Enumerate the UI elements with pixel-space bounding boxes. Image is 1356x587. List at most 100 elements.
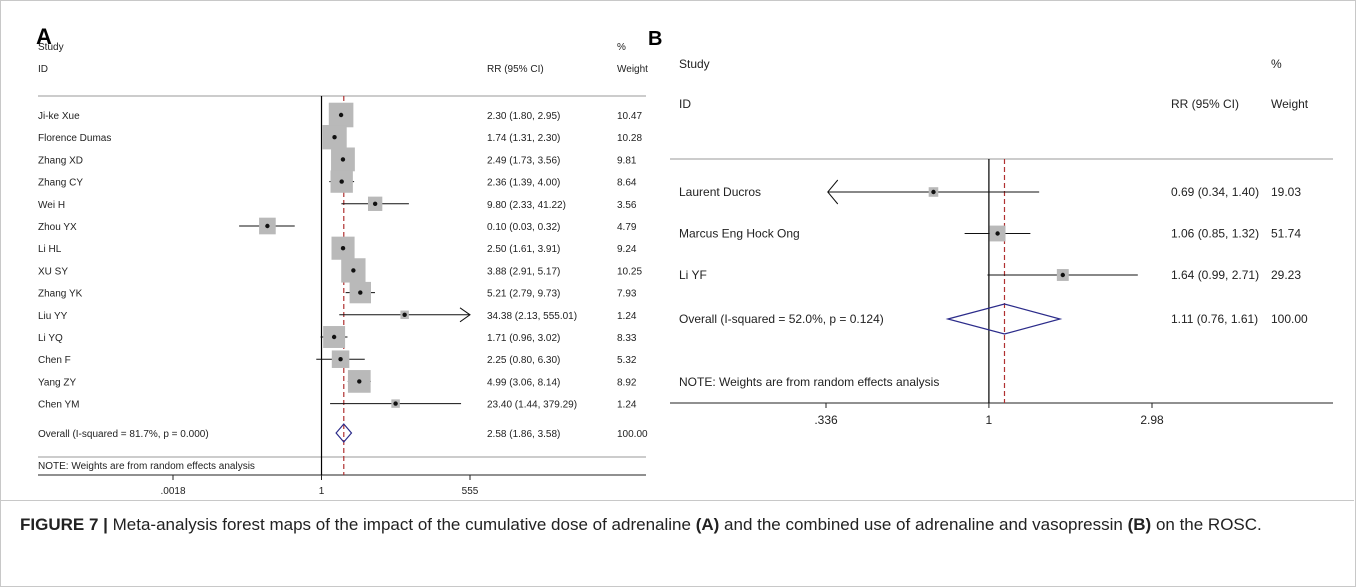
- header-percent: %: [617, 42, 626, 53]
- point-estimate: [931, 189, 936, 195]
- point-estimate: [351, 268, 356, 273]
- point-estimate: [358, 290, 363, 295]
- weights-note: NOTE: Weights are from random effects an…: [38, 461, 255, 472]
- study-name: Ji-ke Xue: [38, 111, 80, 122]
- caption-divider: [0, 500, 1354, 501]
- overall-label: Overall (I-squared = 52.0%, p = 0.124): [679, 312, 884, 326]
- study-ci: 0.10 (0.03, 0.32): [487, 222, 560, 233]
- study-name: Zhou YX: [38, 222, 77, 233]
- study-weight: 19.03: [1271, 185, 1301, 199]
- study-weight: 7.93: [617, 289, 637, 300]
- study-weight: 3.56: [617, 200, 637, 211]
- point-estimate: [338, 357, 343, 362]
- ci-arrow-right: [459, 307, 471, 323]
- point-estimate: [372, 201, 378, 206]
- header-study: Study: [679, 57, 710, 71]
- study-weight: 8.92: [617, 377, 637, 388]
- study-weight: 8.64: [617, 178, 637, 189]
- point-estimate: [340, 246, 346, 251]
- study-weight: 10.25: [617, 266, 642, 277]
- study-ci: 2.50 (1.61, 3.91): [487, 244, 560, 255]
- study-ci: 9.80 (2.33, 41.22): [487, 200, 566, 211]
- overall-weight: 100.00: [1271, 312, 1308, 326]
- study-weight: 9.81: [617, 155, 637, 166]
- caption-text-3: on the ROSC.: [1155, 515, 1262, 534]
- point-estimate: [393, 401, 398, 406]
- study-ci: 34.38 (2.13, 555.01): [487, 311, 577, 322]
- overall-label: Overall (I-squared = 81.7%, p = 0.000): [38, 429, 209, 440]
- study-name: XU SY: [38, 266, 68, 277]
- x-tick-label: 2.98: [1140, 413, 1164, 427]
- study-name: Liu YY: [38, 311, 68, 322]
- study-ci: 23.40 (1.44, 379.29): [487, 400, 577, 411]
- study-name: Zhang YK: [38, 289, 83, 300]
- point-estimate: [332, 135, 337, 140]
- point-estimate: [339, 179, 344, 184]
- panel-label: A: [36, 24, 52, 49]
- header-effect: RR (95% CI): [1171, 97, 1239, 111]
- study-weight: 8.33: [617, 333, 637, 344]
- study-ci: 5.21 (2.79, 9.73): [487, 289, 560, 300]
- study-weight: 10.47: [617, 111, 642, 122]
- header-percent: %: [1271, 57, 1282, 71]
- study-name: Florence Dumas: [38, 133, 111, 144]
- study-weight: 1.24: [617, 400, 637, 411]
- study-ci: 2.25 (0.80, 6.30): [487, 355, 560, 366]
- header-id: ID: [38, 64, 48, 75]
- x-tick-label: 1: [319, 486, 325, 497]
- study-ci: 2.49 (1.73, 3.56): [487, 155, 560, 166]
- study-name: Li YQ: [38, 333, 63, 344]
- study-name: Laurent Ducros: [679, 185, 761, 199]
- point-estimate: [331, 334, 337, 340]
- point-estimate: [338, 112, 344, 118]
- study-name: Li HL: [38, 244, 62, 255]
- header-weight: Weight: [1271, 97, 1309, 111]
- point-estimate: [995, 231, 1000, 236]
- study-name: Zhang XD: [38, 155, 83, 166]
- study-ci: 3.88 (2.91, 5.17): [487, 266, 560, 277]
- point-estimate: [1060, 272, 1065, 278]
- study-weight: 5.32: [617, 355, 637, 366]
- study-weight: 29.23: [1271, 268, 1301, 282]
- study-weight: 51.74: [1271, 227, 1301, 241]
- study-ci: 1.06 (0.85, 1.32): [1171, 227, 1259, 241]
- study-ci: 2.36 (1.39, 4.00): [487, 178, 560, 189]
- overall-diamond: [945, 303, 1063, 335]
- study-ci: 4.99 (3.06, 8.14): [487, 377, 560, 388]
- study-ci: 0.69 (0.34, 1.40): [1171, 185, 1259, 199]
- x-tick-label: 1: [986, 413, 993, 427]
- overall-weight: 100.00: [617, 429, 648, 440]
- overall-diamond: [335, 423, 353, 443]
- study-ci: 1.74 (1.31, 2.30): [487, 133, 560, 144]
- caption-text-1: Meta-analysis forest maps of the impact …: [112, 515, 691, 534]
- study-name: Li YF: [679, 268, 707, 282]
- point-estimate: [265, 223, 270, 229]
- point-estimate: [340, 157, 346, 162]
- study-ci: 1.71 (0.96, 3.02): [487, 333, 560, 344]
- study-name: Chen YM: [38, 400, 80, 411]
- header-study: Study: [38, 42, 64, 53]
- caption-label: FIGURE 7: [20, 515, 99, 534]
- caption-text-2: and the combined use of adrenaline and v…: [724, 515, 1123, 534]
- caption-ref-b: (B): [1127, 515, 1152, 534]
- study-ci: 2.30 (1.80, 2.95): [487, 111, 560, 122]
- study-name: Chen F: [38, 355, 71, 366]
- panel-label: B: [648, 28, 662, 50]
- study-weight: 9.24: [617, 244, 637, 255]
- caption-ref-a: (A): [695, 515, 720, 534]
- overall-ci: 2.58 (1.86, 3.58): [487, 429, 560, 440]
- x-tick-label: .0018: [160, 486, 185, 497]
- study-ci: 1.64 (0.99, 2.71): [1171, 268, 1259, 282]
- ci-arrow-left: [827, 179, 839, 205]
- figure-caption: FIGURE 7 | Meta-analysis forest maps of …: [20, 512, 1336, 537]
- study-weight: 1.24: [617, 311, 637, 322]
- caption-bar: |: [103, 515, 108, 534]
- point-estimate: [402, 312, 407, 317]
- header-id: ID: [679, 97, 691, 111]
- study-weight: 4.79: [617, 222, 637, 233]
- header-weight: Weight: [617, 64, 648, 75]
- study-name: Marcus Eng Hock Ong: [679, 227, 800, 241]
- weights-note: NOTE: Weights are from random effects an…: [679, 375, 939, 389]
- study-name: Wei H: [38, 200, 65, 211]
- header-effect: RR (95% CI): [487, 64, 544, 75]
